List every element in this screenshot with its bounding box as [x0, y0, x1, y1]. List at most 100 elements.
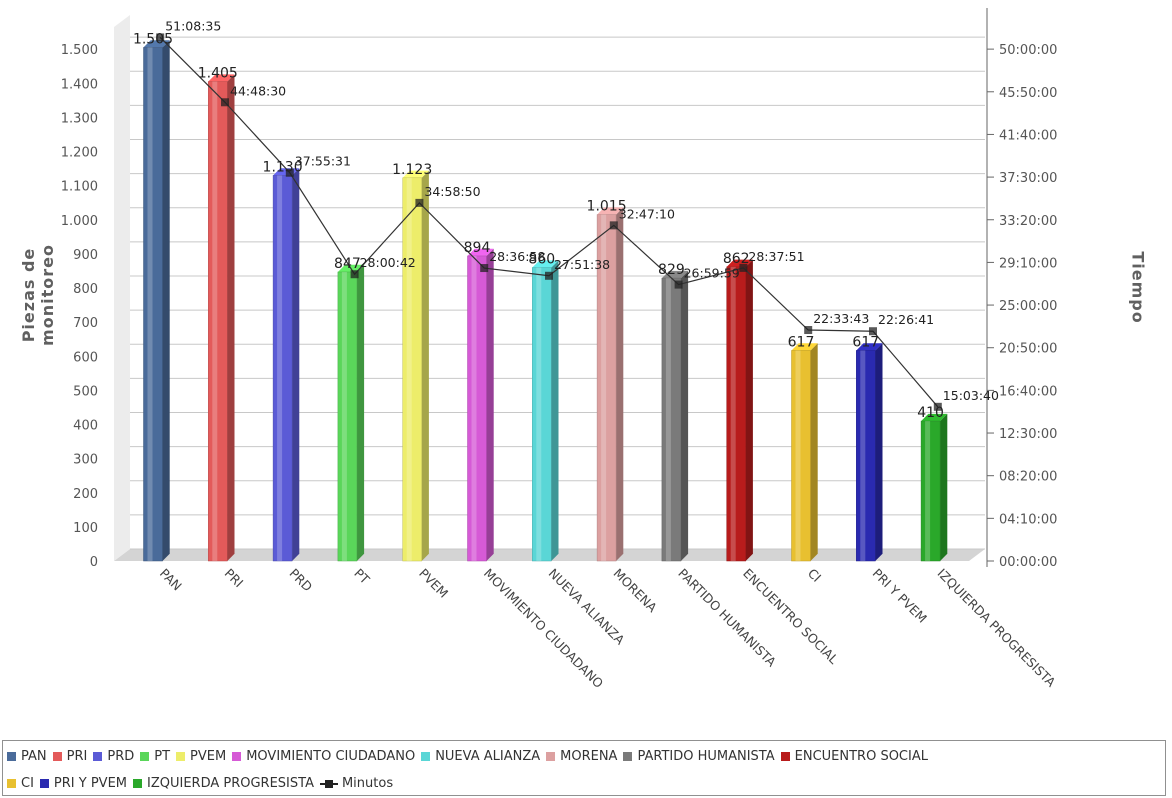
legend-item[interactable]: NUEVA ALIANZA	[421, 749, 540, 764]
legend-label: CI	[21, 776, 34, 791]
bar-highlight	[147, 47, 153, 561]
legend-label: IZQUIERDA PROGRESISTA	[147, 776, 314, 791]
y-tick-label: 1.200	[61, 146, 98, 161]
bar-value-label: 617	[788, 334, 815, 350]
y2-tick-label: 25:00:00	[999, 299, 1057, 314]
legend-item[interactable]: PAN	[7, 749, 47, 764]
y-axis-title: Piezas de monitoreo	[19, 244, 57, 346]
x-tick-label: PRI	[222, 566, 247, 591]
x-tick-label: PAN	[157, 566, 185, 594]
y-tick-label: 1.500	[61, 43, 98, 58]
bar-highlight	[277, 175, 283, 561]
legend-label: PRI Y PVEM	[53, 776, 127, 791]
bar-top	[532, 260, 559, 268]
bar-side	[616, 207, 624, 561]
legend-item[interactable]: PRI	[52, 749, 87, 764]
legend: PAN PRI PRD PT PVEM MOVIMIENTO CIUDADANO NUEVA…	[2, 740, 1166, 796]
line-point	[350, 270, 359, 279]
bar-highlight	[665, 278, 671, 561]
legend-label: MORENA	[560, 749, 618, 764]
bar	[402, 177, 422, 562]
legend-swatch	[176, 752, 186, 761]
line-value-label: 32:47:10	[619, 206, 675, 221]
line-point	[739, 263, 748, 272]
line-value-label: 27:51:38	[554, 257, 610, 272]
x-tick-label: PT	[351, 566, 373, 588]
legend-item[interactable]: PVEM	[176, 749, 226, 764]
bar-side	[940, 413, 948, 561]
bar-top	[856, 343, 883, 351]
bar-highlight	[601, 214, 607, 561]
x-tick-label: PRI Y PVEM	[870, 566, 930, 626]
y-tick-label: 900	[73, 248, 98, 263]
legend-item[interactable]: IZQUIERDA PROGRESISTA	[133, 776, 314, 791]
bar	[661, 277, 682, 562]
bar-highlight	[860, 350, 866, 561]
bar-value-label: 829	[658, 262, 685, 278]
legend-label: PARTIDO HUMANISTA	[637, 749, 775, 764]
bar-value-label: 1.505	[133, 31, 173, 47]
line-point	[933, 402, 942, 411]
bar	[532, 267, 552, 562]
bar-side	[875, 343, 883, 561]
line-point	[674, 280, 683, 289]
legend-item[interactable]: MORENA	[546, 749, 617, 764]
line-value-label: 37:55:31	[295, 154, 351, 169]
legend-item[interactable]: PT	[140, 749, 170, 764]
legend-item[interactable]: PRD	[93, 749, 134, 764]
legend-swatch	[140, 752, 150, 761]
bar-top	[921, 413, 948, 422]
bar-side	[486, 248, 494, 561]
line-value-label: 22:33:43	[813, 311, 869, 326]
y-tick-label: 0	[90, 555, 98, 570]
bar-value-label: 860	[528, 252, 555, 268]
bar	[467, 255, 487, 562]
legend-label: PVEM	[190, 749, 227, 764]
bar	[791, 350, 811, 562]
line-value-label: 34:58:50	[424, 184, 480, 199]
bar-side	[356, 264, 365, 561]
bar-side	[421, 170, 429, 562]
chart-side-wall	[114, 15, 130, 561]
bar-side	[292, 168, 300, 561]
legend-row-1: PAN PRI PRD PT PVEM MOVIMIENTO CIUDADANO NUEVA…	[7, 749, 934, 764]
x-tick-label: PVEM	[416, 566, 451, 601]
y2-tick-label: 37:30:00	[999, 171, 1057, 186]
y-tick-label: 1.100	[61, 180, 98, 195]
y-tick-label: 800	[73, 282, 98, 297]
legend-item[interactable]: CI	[7, 776, 34, 791]
line-value-label: 28:37:51	[748, 249, 804, 264]
y2-tick-label: 00:00:00	[999, 555, 1057, 570]
bar	[920, 420, 941, 562]
bar	[726, 266, 746, 562]
bar-top	[402, 170, 429, 178]
y2-tick-label: 12:30:00	[999, 427, 1057, 442]
legend-swatch	[780, 752, 790, 761]
legend-item[interactable]: PARTIDO HUMANISTA	[623, 749, 775, 764]
y2-tick-label: 41:40:00	[999, 128, 1057, 143]
bar-top	[467, 248, 494, 256]
legend-item[interactable]: PRI Y PVEM	[39, 776, 127, 791]
legend-label: ENCUENTRO SOCIAL	[794, 749, 928, 764]
y2-tick-label: 20:50:00	[999, 342, 1057, 357]
legend-item[interactable]: MOVIMIENTO CIUDADANO	[232, 749, 415, 764]
bar-highlight	[212, 81, 218, 561]
bar	[337, 271, 358, 562]
legend-swatch	[7, 779, 16, 788]
legend-swatch	[7, 752, 16, 761]
line-point	[156, 33, 165, 42]
y-tick-label: 500	[73, 384, 98, 399]
bar	[143, 47, 163, 562]
y-tick-label: 300	[73, 453, 98, 468]
legend-item-line[interactable]: Minutos	[319, 776, 393, 791]
bar	[596, 214, 617, 562]
y-tick-label: 1.300	[61, 111, 98, 126]
legend-row-2: CI PRI Y PVEM IZQUIERDA PROGRESISTA Minutos	[7, 776, 399, 791]
legend-label: PRD	[107, 749, 135, 764]
bar	[272, 175, 293, 562]
legend-item[interactable]: ENCUENTRO SOCIAL	[780, 749, 928, 764]
y2-tick-label: 04:10:00	[999, 512, 1057, 527]
legend-line-marker	[319, 779, 338, 789]
legend-swatch	[623, 752, 633, 761]
line-value-label: 28:00:42	[360, 255, 416, 270]
